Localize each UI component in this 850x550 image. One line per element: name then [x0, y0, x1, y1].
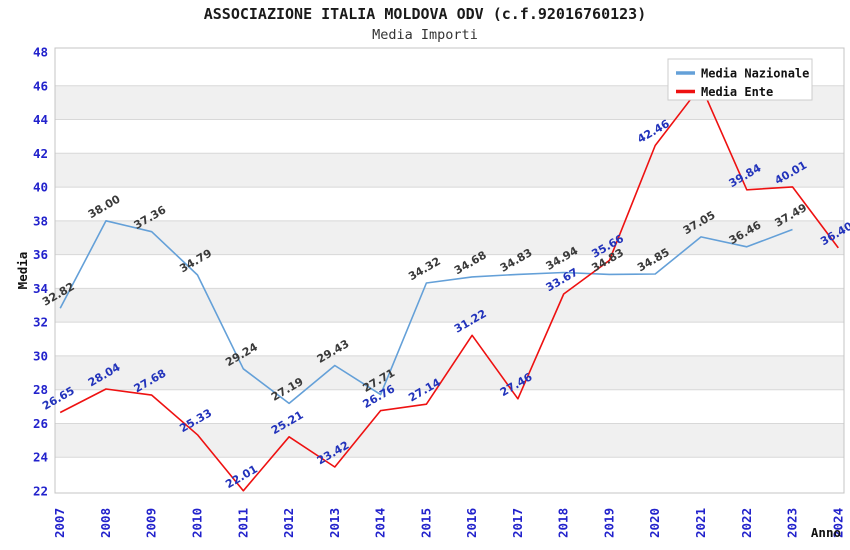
x-tick-label: 2018 — [556, 508, 571, 538]
x-tick-label: 2017 — [510, 508, 525, 538]
x-tick-label: 2013 — [327, 508, 342, 538]
y-tick-label: 34 — [33, 281, 48, 296]
plot-band — [55, 153, 844, 188]
x-axis-title: Anno — [811, 525, 841, 540]
y-tick-label: 44 — [33, 112, 48, 127]
plot-border — [54, 47, 845, 494]
x-tick-label: 2022 — [739, 508, 754, 538]
x-tick-label: 2016 — [464, 508, 479, 538]
chart-title: ASSOCIAZIONE ITALIA MOLDOVA ODV (c.f.920… — [203, 5, 647, 23]
y-tick-label: 28 — [33, 382, 48, 397]
y-axis-title: Media — [15, 252, 30, 290]
data-label: 42.46 — [635, 117, 672, 146]
y-tick-label: 36 — [33, 247, 48, 262]
x-tick-label: 2023 — [785, 508, 800, 538]
y-tick-label: 32 — [33, 315, 48, 330]
y-tick-label: 30 — [33, 348, 48, 363]
plot-band — [55, 220, 844, 255]
x-tick-label: 2012 — [281, 508, 296, 538]
data-label: 34.32 — [406, 255, 443, 284]
y-tick-label: 40 — [33, 180, 48, 195]
x-tick-label: 2024 — [830, 508, 845, 538]
data-label: 38.00 — [86, 192, 123, 221]
x-tick-label: 2015 — [418, 508, 433, 538]
y-tick-label: 42 — [33, 146, 48, 161]
y-tick-label: 48 — [33, 45, 48, 60]
legend-label: Media Nazionale — [701, 67, 809, 81]
y-tick-label: 46 — [33, 78, 48, 93]
series-line-media-ente — [59, 85, 839, 492]
x-tick-label: 2009 — [144, 508, 159, 538]
x-tick-label: 2008 — [98, 508, 113, 538]
y-tick-label: 38 — [33, 213, 48, 228]
y-tick-label: 26 — [33, 416, 48, 431]
x-tick-label: 2020 — [647, 508, 662, 538]
x-tick-label: 2007 — [52, 508, 67, 538]
x-tick-label: 2010 — [190, 508, 205, 538]
x-tick-label: 2014 — [373, 508, 388, 538]
y-tick-label: 24 — [33, 450, 48, 465]
x-tick-label: 2021 — [693, 508, 708, 538]
plot-band — [55, 423, 844, 458]
y-tick-label: 22 — [33, 484, 48, 499]
x-tick-label: 2011 — [235, 508, 250, 538]
chart-subtitle: Media Importi — [372, 27, 478, 43]
x-tick-label: 2019 — [601, 508, 616, 538]
series-line-media-nazionale — [59, 220, 793, 405]
data-label: 22.01 — [223, 462, 260, 491]
plot-band — [55, 355, 844, 390]
legend-label: Media Ente — [701, 85, 773, 99]
plot-band — [55, 288, 844, 323]
